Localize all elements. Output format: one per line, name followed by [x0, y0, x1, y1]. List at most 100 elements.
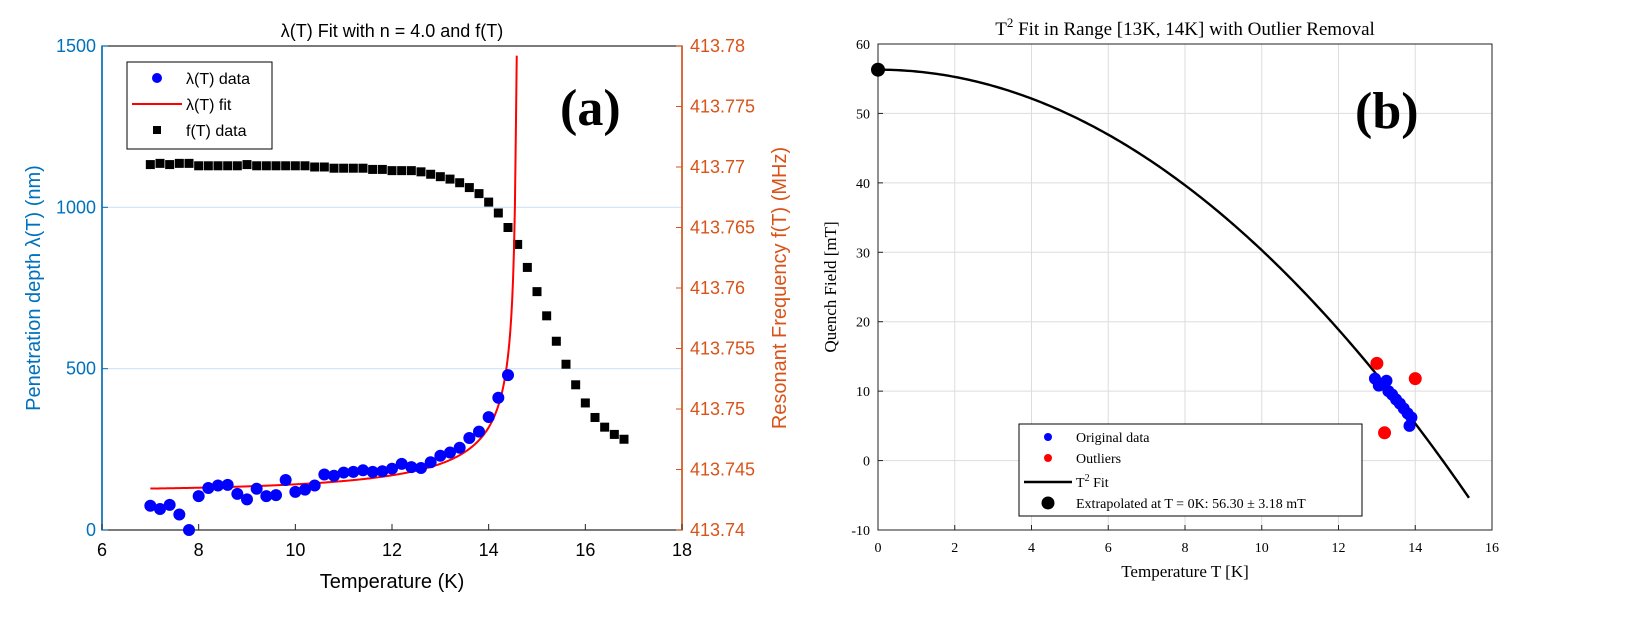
lambda-data-point — [250, 482, 263, 495]
outlier-point — [1378, 426, 1392, 440]
y-tick-label-b: -10 — [851, 524, 870, 539]
lambda-data-series — [144, 369, 514, 536]
x-tick-label-a: 8 — [194, 540, 204, 560]
lambda-data-point — [444, 446, 456, 459]
legend-a-label-lambda-fit: λ(T) fit — [186, 97, 232, 114]
lambda-data-point — [328, 469, 340, 482]
f-data-point — [319, 162, 329, 172]
original-data-point — [1380, 374, 1393, 387]
x-tick-label-a: 18 — [672, 540, 692, 560]
f-data-point — [600, 422, 610, 432]
f-data-point — [609, 429, 619, 439]
f-data-point — [464, 183, 474, 193]
f-data-point — [329, 163, 339, 173]
lambda-data-point — [163, 498, 176, 511]
chart-b-title: T2 Fit in Range [13K, 14K] with Outlier … — [995, 15, 1375, 40]
legend-b-marker-extrapolated — [1041, 496, 1055, 510]
y-tick-label-b: 40 — [856, 177, 870, 192]
lambda-data-point — [154, 503, 166, 516]
legend-b-box — [1018, 423, 1363, 517]
f-data-point — [310, 162, 320, 172]
f-data-point — [213, 161, 223, 171]
x-tick-label-b: 16 — [1485, 541, 1499, 556]
lambda-data-point — [415, 462, 427, 475]
legend-b-marker-original — [1044, 433, 1052, 441]
lambda-data-point — [502, 369, 514, 382]
lambda-data-point — [337, 466, 350, 479]
lambda-data-point — [289, 485, 302, 498]
y-right-tick-label-a: 413.765 — [690, 218, 755, 238]
x-tick-label-b: 8 — [1182, 541, 1189, 556]
y-right-tick-label-a: 413.745 — [690, 460, 755, 480]
y-right-tick-label-a: 413.74 — [690, 520, 745, 540]
x-tick-label-a: 6 — [97, 540, 107, 560]
f-data-point — [571, 380, 581, 390]
chart-a: 6 8 10 12 14 16 18 0 500 1000 1500 413.74 413.745 413… — [23, 21, 791, 593]
lambda-data-point — [270, 489, 282, 502]
f-data-series — [145, 158, 629, 444]
f-data-point — [145, 160, 155, 170]
legend-b-label-original: Original data — [1076, 431, 1150, 446]
f-data-point — [203, 161, 213, 171]
extrapolated-point — [871, 62, 885, 77]
x-tick-label-b: 4 — [1028, 541, 1035, 556]
f-data-point — [406, 166, 416, 176]
f-data-point — [368, 164, 378, 174]
f-data-point — [252, 161, 262, 171]
f-data-point — [358, 163, 368, 173]
f-data-point — [348, 163, 358, 173]
f-data-point — [474, 189, 484, 199]
y-right-tick-label-a: 413.78 — [690, 36, 745, 56]
f-data-point — [484, 197, 494, 207]
original-data-point — [1405, 411, 1418, 424]
f-data-point — [397, 166, 407, 176]
y-left-tick-label-a: 500 — [66, 359, 96, 379]
f-data-point — [300, 161, 310, 171]
lambda-data-point — [221, 478, 234, 491]
lambda-data-point — [434, 449, 447, 462]
f-data-point — [281, 161, 291, 171]
lambda-data-point — [482, 411, 495, 424]
f-data-point — [619, 434, 629, 444]
original-data-series — [1368, 372, 1418, 432]
x-tick-label-b: 12 — [1332, 541, 1346, 556]
f-data-point — [551, 336, 561, 346]
f-data-point — [580, 398, 590, 408]
lambda-data-point — [463, 432, 476, 445]
f-data-point — [174, 158, 184, 168]
lambda-data-point — [192, 490, 205, 503]
y-tick-label-b: 30 — [856, 246, 870, 261]
lambda-data-point — [212, 479, 224, 492]
f-data-point — [542, 311, 552, 321]
lambda-data-point — [260, 490, 273, 503]
f-data-point — [339, 163, 349, 173]
lambda-data-point — [347, 465, 360, 478]
chart-a-ylabel-left: Penetration depth λ(T) (nm) — [23, 165, 45, 411]
x-tick-label-a: 16 — [575, 540, 595, 560]
y-right-tick-label-a: 413.775 — [690, 97, 755, 117]
f-data-point — [493, 208, 503, 218]
f-data-point — [561, 359, 571, 369]
lambda-data-point — [492, 391, 505, 404]
y-tick-label-b: 10 — [856, 385, 870, 400]
x-tick-label-b: 0 — [875, 541, 882, 556]
outlier-point — [1408, 372, 1422, 386]
y-left-tick-label-a: 1000 — [56, 197, 96, 217]
lambda-data-point — [395, 457, 408, 470]
legend-b: Original data Outliers T2 Fit Extrapolat… — [1018, 423, 1363, 517]
legend-a-label-lambda-data: λ(T) data — [186, 71, 250, 88]
legend-a-label-f-data: f(T) data — [186, 123, 247, 140]
legend-b-label-outliers: Outliers — [1076, 452, 1121, 467]
lambda-data-point — [144, 499, 157, 512]
chart-a-xlabel: Temperature (K) — [320, 571, 465, 593]
lambda-data-point — [424, 456, 437, 469]
lambda-data-point — [473, 425, 485, 438]
f-data-point — [416, 167, 426, 177]
f-data-point — [590, 412, 600, 422]
outlier-point — [1370, 356, 1384, 370]
x-tick-label-b: 14 — [1408, 541, 1422, 556]
x-tick-label-b: 6 — [1105, 541, 1112, 556]
lambda-data-point — [299, 483, 311, 496]
ticks-a: 6 8 10 12 14 16 18 0 500 1000 1500 413.74 413.745 413… — [56, 36, 755, 560]
x-tick-label-b: 2 — [951, 541, 958, 556]
